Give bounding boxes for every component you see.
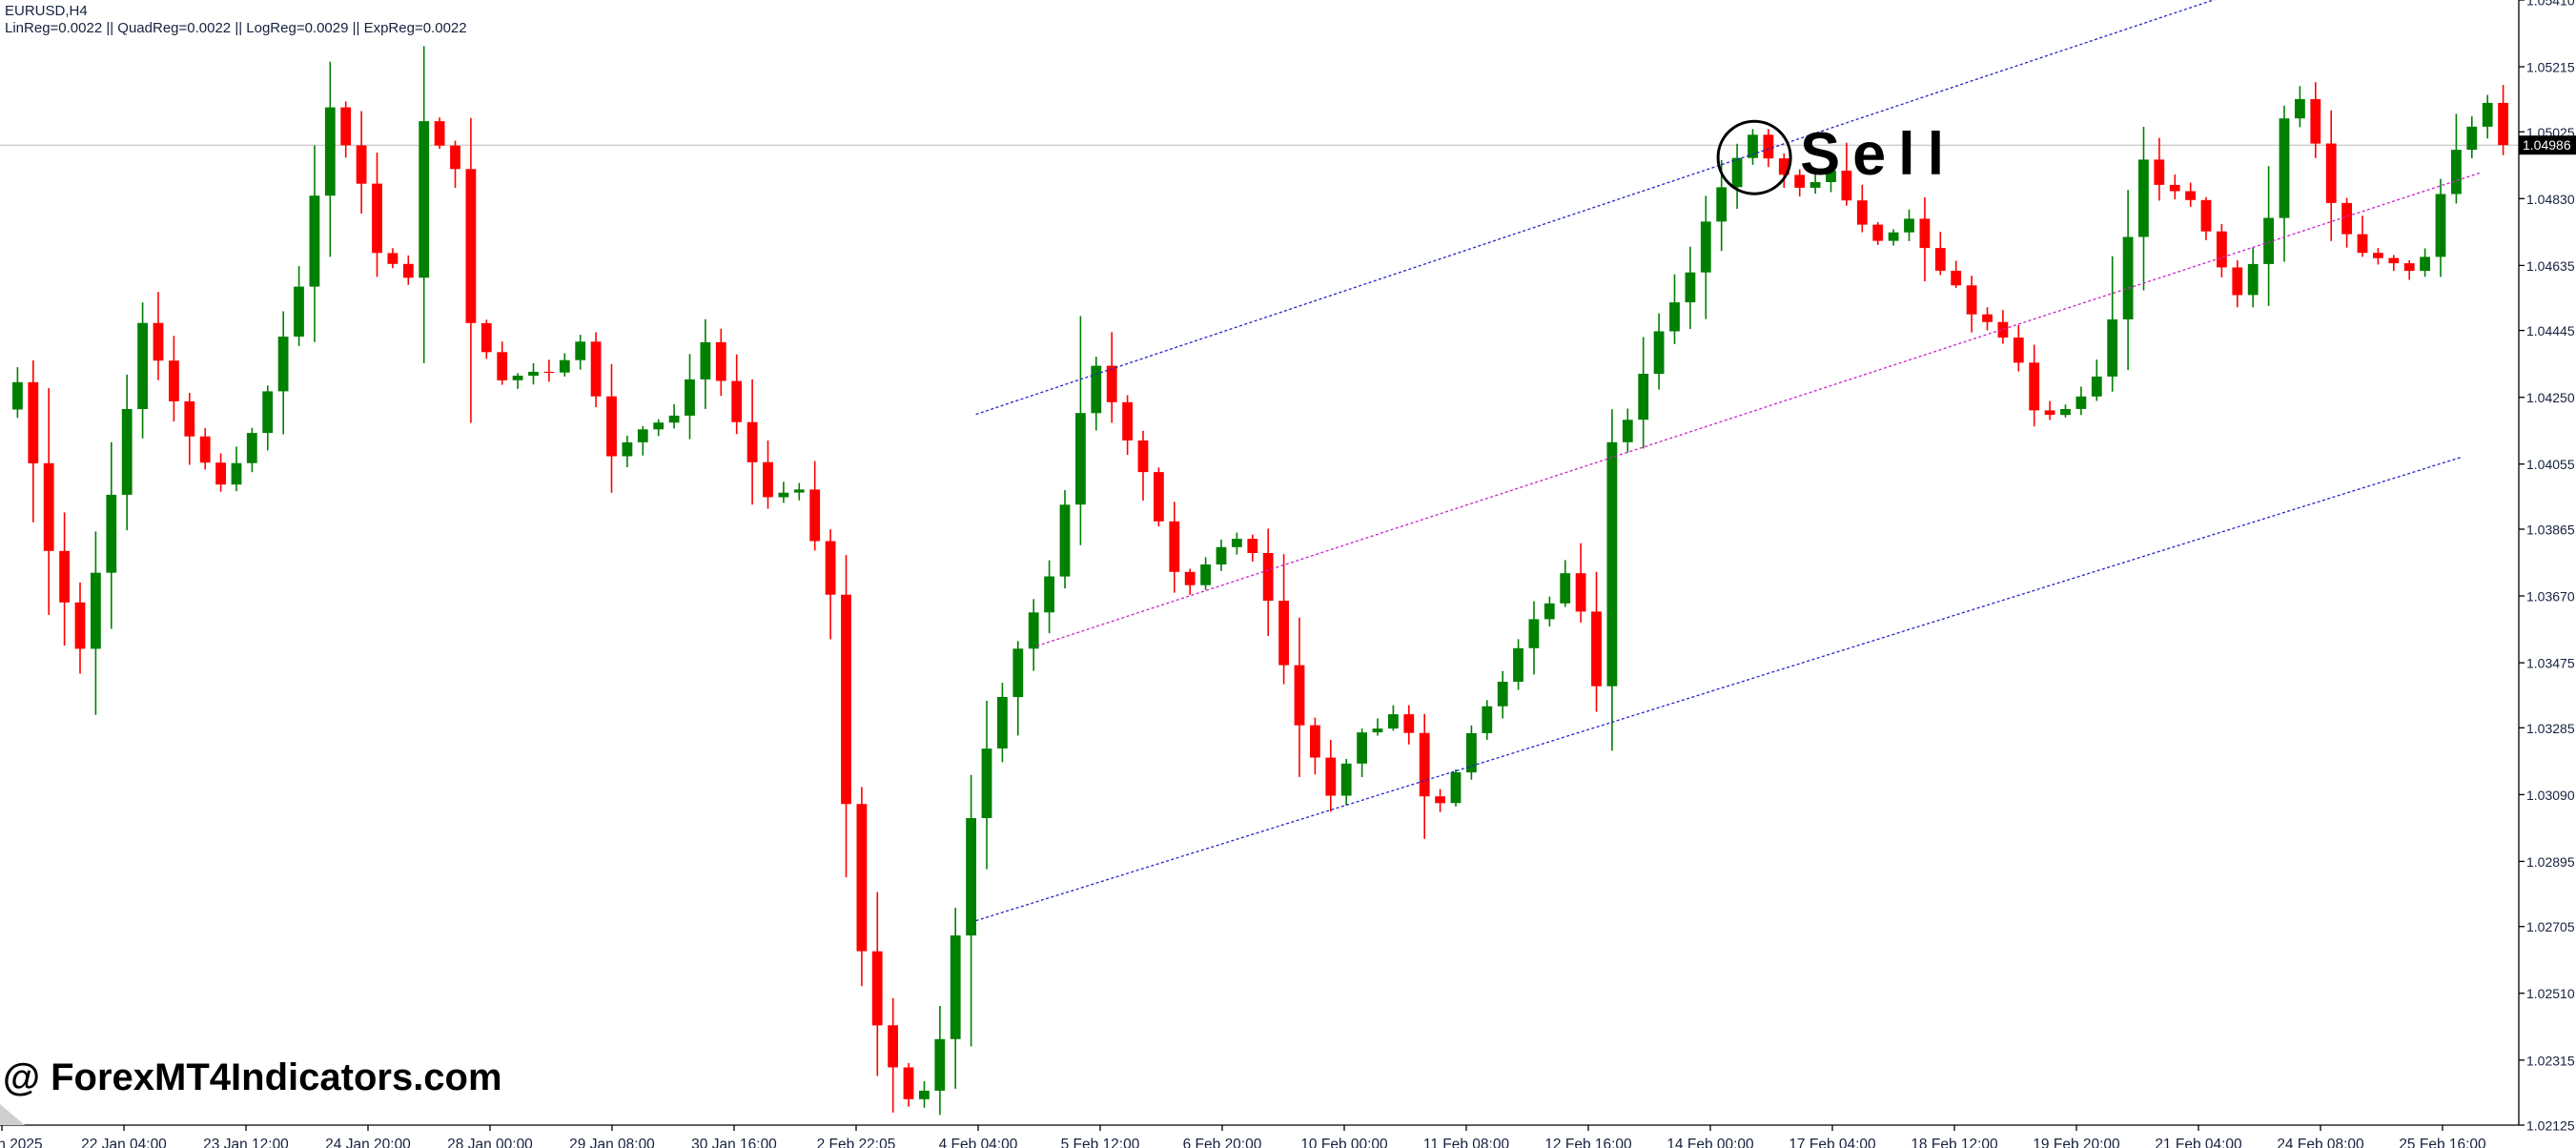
svg-text:5 Feb 12:00: 5 Feb 12:00	[1061, 1137, 1140, 1148]
svg-text:17 Feb 04:00: 17 Feb 04:00	[1789, 1137, 1876, 1148]
svg-text:29 Jan 08:00: 29 Jan 08:00	[569, 1137, 655, 1148]
svg-text:18 Feb 12:00: 18 Feb 12:00	[1911, 1137, 1998, 1148]
svg-text:1.04055: 1.04055	[2526, 457, 2575, 472]
svg-text:@ ForexMT4Indicators.com: @ ForexMT4Indicators.com	[3, 1056, 502, 1098]
svg-text:1.04635: 1.04635	[2526, 258, 2575, 274]
svg-text:10 Feb 00:00: 10 Feb 00:00	[1300, 1137, 1388, 1148]
svg-text:1.03670: 1.03670	[2526, 589, 2575, 605]
svg-text:1.04986: 1.04986	[2523, 137, 2571, 153]
svg-text:1.03090: 1.03090	[2526, 788, 2575, 803]
svg-text:1.02705: 1.02705	[2526, 919, 2575, 934]
svg-text:Sell: Sell	[1800, 121, 1956, 188]
svg-text:1.02895: 1.02895	[2526, 854, 2575, 870]
svg-text:1.03285: 1.03285	[2526, 721, 2575, 736]
svg-text:6 Feb 20:00: 6 Feb 20:00	[1183, 1137, 1262, 1148]
svg-text:23 Jan 12:00: 23 Jan 12:00	[203, 1137, 289, 1148]
svg-text:1.04250: 1.04250	[2526, 390, 2575, 405]
svg-text:12 Feb 16:00: 12 Feb 16:00	[1544, 1137, 1632, 1148]
svg-text:24 Feb 08:00: 24 Feb 08:00	[2277, 1137, 2364, 1148]
svg-text:EURUSD,H4: EURUSD,H4	[5, 3, 88, 19]
svg-text:24 Jan 20:00: 24 Jan 20:00	[325, 1137, 411, 1148]
svg-text:4 Feb 04:00: 4 Feb 04:00	[939, 1137, 1018, 1148]
svg-text:19 Feb 20:00: 19 Feb 20:00	[2033, 1137, 2120, 1148]
svg-text:28 Jan 00:00: 28 Jan 00:00	[447, 1137, 533, 1148]
svg-text:1.03865: 1.03865	[2526, 523, 2575, 538]
svg-text:1.05215: 1.05215	[2526, 60, 2575, 75]
svg-text:20 Jan 2025: 20 Jan 2025	[0, 1137, 43, 1148]
svg-text:1.02315: 1.02315	[2526, 1053, 2575, 1068]
svg-text:11 Feb 08:00: 11 Feb 08:00	[1423, 1137, 1510, 1148]
svg-text:1.05410: 1.05410	[2526, 0, 2575, 9]
svg-text:2 Feb 22:05: 2 Feb 22:05	[817, 1137, 896, 1148]
svg-text:22 Jan 04:00: 22 Jan 04:00	[81, 1137, 167, 1148]
svg-text:1.02125: 1.02125	[2526, 1118, 2575, 1134]
svg-text:25 Feb 16:00: 25 Feb 16:00	[2399, 1137, 2486, 1148]
svg-text:1.04445: 1.04445	[2526, 323, 2575, 338]
svg-text:1.04830: 1.04830	[2526, 192, 2575, 207]
svg-text:1.03475: 1.03475	[2526, 656, 2575, 671]
svg-text:30 Jan 16:00: 30 Jan 16:00	[691, 1137, 777, 1148]
svg-text:1.02510: 1.02510	[2526, 986, 2575, 1001]
svg-text:21 Feb 04:00: 21 Feb 04:00	[2155, 1137, 2242, 1148]
svg-text:14 Feb 00:00: 14 Feb 00:00	[1666, 1137, 1754, 1148]
svg-text:LinReg=0.0022 || QuadReg=0.002: LinReg=0.0022 || QuadReg=0.0022 || LogRe…	[5, 20, 467, 36]
